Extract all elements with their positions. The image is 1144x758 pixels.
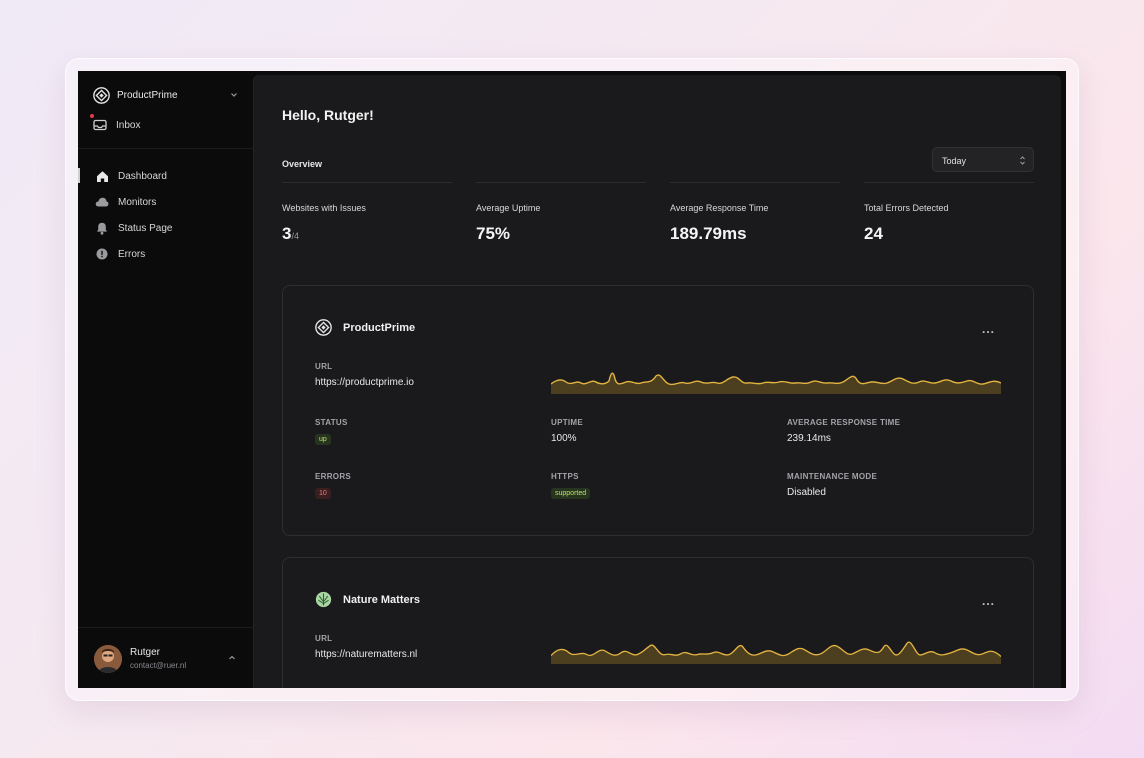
nature-matters-logo-icon [315, 591, 332, 608]
section-title: Overview [282, 159, 323, 169]
response-time-sparkline [551, 641, 1001, 664]
sidebar-item-label: Dashboard [118, 170, 167, 182]
stat-suffix: /4 [291, 231, 299, 241]
url-label: URL [315, 634, 333, 643]
chevron-updown-icon [1020, 156, 1025, 165]
alert-circle-icon [95, 247, 109, 261]
errors-label: ERRORS [315, 472, 352, 481]
stat-value: 24 [864, 224, 883, 243]
inbox-icon [93, 118, 107, 132]
home-icon [95, 169, 109, 183]
status-label: STATUS [315, 418, 348, 427]
card-header: ProductPrime [315, 319, 415, 336]
response-time-sparkline [551, 372, 1001, 394]
sidebar: ProductPrime Inbox Dashboard [78, 71, 253, 688]
stat-label: Average Response Time [670, 203, 769, 213]
sidebar-divider [78, 148, 253, 149]
chevron-down-icon [231, 93, 237, 97]
sidebar-item-label: Monitors [118, 196, 157, 208]
user-menu[interactable]: Rutger contact@ruer.nl [78, 627, 253, 688]
main-content: Hello, Rutger! Overview Today Websites w… [253, 75, 1061, 688]
sidebar-item-label: Status Page [118, 222, 173, 234]
avg-response-label: AVERAGE RESPONSE TIME [787, 418, 901, 427]
site-card-nature-matters[interactable]: Nature Matters ... URL https://naturemat… [282, 557, 1034, 688]
url-label: URL [315, 362, 333, 371]
sidebar-item-label: Inbox [116, 119, 141, 131]
stat-label: Average Uptime [476, 203, 541, 213]
user-name: Rutger [130, 647, 161, 658]
stat-number: 3 [282, 224, 292, 243]
sidebar-item-inbox[interactable]: Inbox [90, 114, 141, 132]
page-title: Hello, Rutger! [282, 107, 374, 123]
https-label: HTTPS [551, 472, 579, 481]
uptime-value: 100% [551, 433, 577, 444]
stat-average-uptime: Average Uptime 75% [476, 182, 646, 244]
stat-label: Total Errors Detected [864, 203, 949, 213]
more-options-button[interactable]: ... [981, 322, 995, 336]
site-name: ProductPrime [343, 321, 416, 334]
more-options-button[interactable]: ... [981, 594, 995, 608]
uptime-label: UPTIME [551, 418, 584, 427]
unread-dot [90, 114, 94, 118]
productprime-logo-icon [315, 319, 332, 336]
stat-average-response-time: Average Response Time 189.79ms [670, 182, 840, 244]
stat-websites-with-issues: Websites with Issues 3/4 [282, 182, 452, 244]
avg-response-value: 239.14ms [787, 433, 831, 444]
maintenance-value: Disabled [787, 487, 826, 498]
stat-label: Websites with Issues [282, 203, 366, 213]
stat-total-errors: Total Errors Detected 24 [864, 182, 1034, 244]
status-badge: up [315, 434, 331, 445]
app-window: ProductPrime Inbox Dashboard [78, 71, 1066, 688]
https-badge: supported [551, 488, 591, 499]
sidebar-item-label: Errors [118, 248, 146, 260]
maintenance-label: MAINTENANCE MODE [787, 472, 878, 481]
sidebar-item-dashboard[interactable]: Dashboard [78, 163, 253, 189]
stats-row: Websites with Issues 3/4 Average Uptime … [282, 182, 1034, 244]
card-header: Nature Matters [315, 591, 420, 608]
user-email: contact@ruer.nl [130, 661, 187, 670]
sidebar-item-status-page[interactable]: Status Page [78, 215, 253, 241]
sidebar-item-monitors[interactable]: Monitors [78, 189, 253, 215]
errors-badge: 10 [315, 488, 331, 499]
bell-icon [95, 221, 109, 235]
workspace-switcher[interactable]: ProductPrime [93, 85, 239, 105]
cloud-icon [95, 195, 109, 209]
site-card-productprime[interactable]: ProductPrime ... URL https://productprim… [282, 285, 1034, 536]
stat-value: 189.79ms [670, 224, 747, 243]
sidebar-item-errors[interactable]: Errors [78, 241, 253, 267]
productprime-logo-icon [93, 86, 110, 104]
avatar [94, 645, 122, 673]
chevron-up-icon [229, 655, 235, 660]
workspace-name: ProductPrime [117, 89, 178, 101]
site-name: Nature Matters [343, 593, 421, 606]
stat-value: 75% [476, 224, 511, 243]
sidebar-nav: Dashboard Monitors Status Page Errors [78, 163, 253, 267]
site-url[interactable]: https://productprime.io [315, 377, 414, 388]
site-url[interactable]: https://naturematters.nl [315, 649, 418, 660]
stat-value: 3/4 [282, 224, 452, 244]
time-range-select[interactable]: Today [932, 147, 1034, 172]
select-value: Today [942, 156, 967, 166]
